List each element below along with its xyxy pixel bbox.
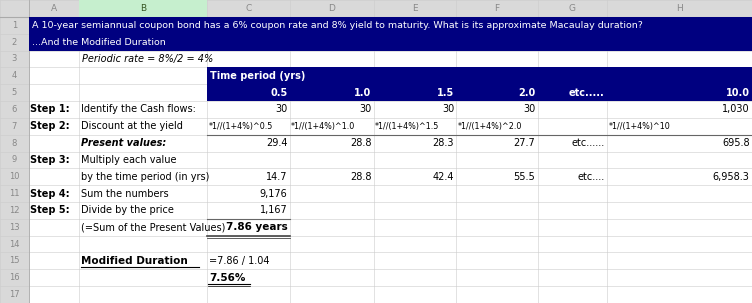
Text: 30: 30 xyxy=(275,105,287,115)
Text: *1//(1+4%)^1.5: *1//(1+4%)^1.5 xyxy=(375,122,440,131)
Text: 42.4: 42.4 xyxy=(432,172,454,182)
Text: Step 3:: Step 3: xyxy=(30,155,70,165)
Text: 8: 8 xyxy=(11,138,17,148)
Text: ...And the Modified Duration: ...And the Modified Duration xyxy=(32,38,165,47)
Text: 6,958.3: 6,958.3 xyxy=(713,172,750,182)
Text: 1,030: 1,030 xyxy=(722,105,750,115)
Text: 30: 30 xyxy=(523,105,535,115)
Text: by the time period (in yrs): by the time period (in yrs) xyxy=(81,172,210,182)
Text: 7.86 years: 7.86 years xyxy=(226,222,287,232)
Bar xyxy=(207,67,752,84)
Text: Step 1:: Step 1: xyxy=(30,105,70,115)
Text: Discount at the yield: Discount at the yield xyxy=(81,121,183,131)
Text: A 10-year semiannual coupon bond has a 6% coupon rate and 8% yield to maturity. : A 10-year semiannual coupon bond has a 6… xyxy=(32,21,642,30)
Bar xyxy=(0,0,752,17)
Bar xyxy=(207,84,752,101)
Text: Multiply each value: Multiply each value xyxy=(81,155,177,165)
Text: H: H xyxy=(676,4,683,13)
Text: E: E xyxy=(412,4,418,13)
Text: *1//(1+4%)^1.0: *1//(1+4%)^1.0 xyxy=(291,122,355,131)
Bar xyxy=(79,0,207,17)
Text: 5: 5 xyxy=(12,88,17,97)
Text: 14.7: 14.7 xyxy=(265,172,287,182)
Text: Modified Duration: Modified Duration xyxy=(81,256,188,266)
Text: 1.0: 1.0 xyxy=(354,88,371,98)
Text: 28.3: 28.3 xyxy=(432,138,454,148)
Text: 13: 13 xyxy=(9,223,20,232)
Text: 10.0: 10.0 xyxy=(726,88,750,98)
Text: 11: 11 xyxy=(9,189,20,198)
Text: 14: 14 xyxy=(9,240,20,248)
Text: 2: 2 xyxy=(12,38,17,47)
Text: 6: 6 xyxy=(11,105,17,114)
Text: C: C xyxy=(245,4,251,13)
Text: B: B xyxy=(140,4,146,13)
Text: 7.56%: 7.56% xyxy=(209,273,245,283)
Text: 3: 3 xyxy=(11,55,17,63)
Text: Sum the numbers: Sum the numbers xyxy=(81,188,169,198)
Text: 1: 1 xyxy=(12,21,17,30)
Text: 28.8: 28.8 xyxy=(350,138,371,148)
Text: 27.7: 27.7 xyxy=(514,138,535,148)
Text: Present values:: Present values: xyxy=(81,138,166,148)
Text: etc....: etc.... xyxy=(578,172,605,182)
Text: Divide by the price: Divide by the price xyxy=(81,205,174,215)
Text: Step 4:: Step 4: xyxy=(30,188,70,198)
Text: 12: 12 xyxy=(9,206,20,215)
Bar xyxy=(29,17,752,51)
Text: 4: 4 xyxy=(12,71,17,80)
Text: Step 2:: Step 2: xyxy=(30,121,70,131)
Text: Identify the Cash flows:: Identify the Cash flows: xyxy=(81,105,196,115)
Text: 29.4: 29.4 xyxy=(265,138,287,148)
Text: A: A xyxy=(50,4,57,13)
Text: D: D xyxy=(328,4,335,13)
Text: Time period (yrs): Time period (yrs) xyxy=(210,71,305,81)
Text: etc......: etc...... xyxy=(572,138,605,148)
Text: 28.8: 28.8 xyxy=(350,172,371,182)
Text: *1//(1+4%)^0.5: *1//(1+4%)^0.5 xyxy=(208,122,273,131)
Text: (=Sum of the Present Values): (=Sum of the Present Values) xyxy=(81,222,226,232)
Text: 16: 16 xyxy=(9,273,20,282)
Text: Periodic rate = 8%/2 = 4%: Periodic rate = 8%/2 = 4% xyxy=(82,54,214,64)
Text: 55.5: 55.5 xyxy=(514,172,535,182)
Text: 9: 9 xyxy=(12,155,17,165)
Text: 10: 10 xyxy=(9,172,20,181)
Text: 2.0: 2.0 xyxy=(518,88,535,98)
Text: 1.5: 1.5 xyxy=(437,88,454,98)
Text: 7: 7 xyxy=(11,122,17,131)
Text: *1//(1+4%)^10: *1//(1+4%)^10 xyxy=(608,122,670,131)
Text: etc.....: etc..... xyxy=(569,88,605,98)
Text: =7.86 / 1.04: =7.86 / 1.04 xyxy=(209,256,269,266)
Text: G: G xyxy=(569,4,576,13)
Text: 30: 30 xyxy=(359,105,371,115)
Bar xyxy=(0,0,29,303)
Text: 15: 15 xyxy=(9,256,20,265)
Text: 1,167: 1,167 xyxy=(259,205,287,215)
Text: Step 5:: Step 5: xyxy=(30,205,70,215)
Text: 30: 30 xyxy=(442,105,454,115)
Text: 17: 17 xyxy=(9,290,20,299)
Text: 695.8: 695.8 xyxy=(722,138,750,148)
Text: *1//(1+4%)^2.0: *1//(1+4%)^2.0 xyxy=(458,122,523,131)
Text: 0.5: 0.5 xyxy=(270,88,287,98)
Text: F: F xyxy=(495,4,499,13)
Text: 9,176: 9,176 xyxy=(259,188,287,198)
